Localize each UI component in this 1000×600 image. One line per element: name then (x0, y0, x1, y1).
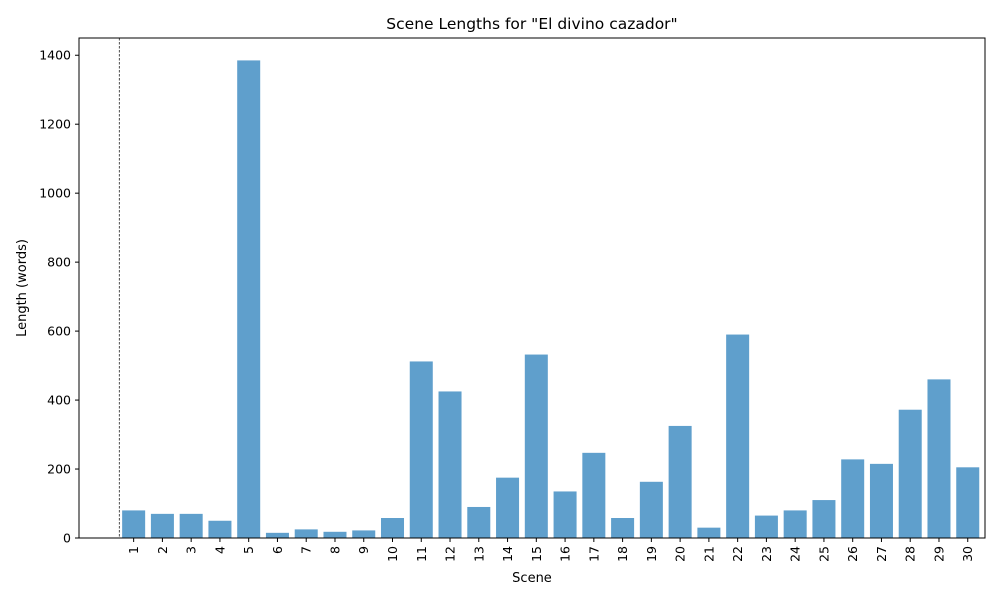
bar-scene-28 (898, 409, 922, 538)
x-tick-label: 7 (299, 546, 314, 554)
x-tick-label: 30 (960, 546, 975, 562)
x-tick-label: 4 (212, 546, 227, 554)
x-tick-label: 13 (471, 546, 486, 562)
bar-scene-7 (294, 529, 318, 538)
x-tick-label: 14 (500, 546, 515, 562)
x-tick-label: 23 (759, 546, 774, 562)
x-tick-label: 12 (443, 546, 458, 562)
y-axis: 0 200 400 600 800 1000 1200 1400 (39, 48, 79, 546)
bar-scene-25 (812, 500, 836, 538)
x-tick-label: 10 (385, 546, 400, 562)
bar-scene-22 (726, 334, 750, 538)
x-tick-label: 29 (931, 546, 946, 562)
bar-scene-14 (496, 477, 520, 538)
x-tick-label: 17 (586, 546, 601, 562)
x-tick-label: 1 (126, 546, 141, 554)
bar-scene-21 (697, 527, 721, 538)
bar-scene-29 (927, 379, 951, 538)
bar-scene-30 (956, 467, 980, 538)
bar-scene-6 (265, 532, 289, 538)
bar-scene-23 (754, 515, 778, 538)
y-tick-label: 600 (47, 324, 71, 339)
bar-scene-10 (381, 518, 405, 538)
chart-title: Scene Lengths for "El divino cazador" (386, 15, 677, 33)
x-tick-label: 27 (874, 546, 889, 562)
y-tick-label: 200 (47, 462, 71, 477)
x-tick-label: 22 (730, 546, 745, 562)
x-tick-label: 2 (155, 546, 170, 554)
x-axis: 1 2 3 4 5 6 7 8 9 10 11 12 13 14 15 16 17 18 19 20 21 22 23 24 2… (126, 538, 975, 562)
bar-scene-12 (438, 391, 462, 538)
bar-scene-26 (841, 459, 865, 538)
x-tick-label: 21 (701, 546, 716, 562)
x-tick-label: 5 (241, 546, 256, 554)
bars-group (122, 60, 980, 539)
bar-scene-1 (122, 510, 146, 538)
bar-scene-24 (783, 510, 807, 538)
x-tick-label: 24 (788, 546, 803, 562)
x-tick-label: 3 (184, 546, 199, 554)
x-tick-label: 20 (673, 546, 688, 562)
x-axis-label: Scene (512, 571, 552, 586)
bar-scene-5 (237, 60, 261, 539)
bar-scene-4 (208, 520, 232, 538)
x-tick-label: 25 (816, 546, 831, 562)
bar-scene-27 (869, 463, 893, 538)
bar-scene-11 (409, 361, 433, 538)
x-tick-label: 19 (644, 546, 659, 562)
y-tick-label: 1200 (39, 117, 71, 132)
y-tick-label: 0 (63, 531, 71, 546)
bar-scene-19 (639, 481, 663, 538)
x-tick-label: 18 (615, 546, 630, 562)
x-tick-label: 6 (270, 546, 285, 554)
x-tick-label: 16 (558, 546, 573, 562)
x-tick-label: 28 (903, 546, 918, 562)
bar-scene-20 (668, 425, 692, 538)
bar-scene-17 (582, 452, 606, 538)
y-tick-label: 1000 (39, 186, 71, 201)
y-tick-label: 400 (47, 393, 71, 408)
bar-scene-9 (352, 530, 376, 538)
x-tick-label: 11 (414, 546, 429, 562)
bar-scene-2 (150, 513, 174, 538)
y-tick-label: 1400 (39, 48, 71, 63)
x-tick-label: 15 (529, 546, 544, 562)
y-axis-label: Length (words) (15, 239, 30, 337)
x-tick-label: 26 (845, 546, 860, 562)
bar-scene-18 (611, 518, 635, 538)
bar-scene-15 (524, 354, 548, 538)
bar-scene-16 (553, 491, 577, 538)
x-tick-label: 8 (327, 546, 342, 554)
x-tick-label: 9 (356, 546, 371, 554)
bar-scene-3 (179, 513, 203, 538)
y-tick-label: 800 (47, 255, 71, 270)
bar-scene-13 (467, 506, 491, 538)
plot-frame (78, 37, 986, 539)
bar-scene-8 (323, 531, 347, 538)
